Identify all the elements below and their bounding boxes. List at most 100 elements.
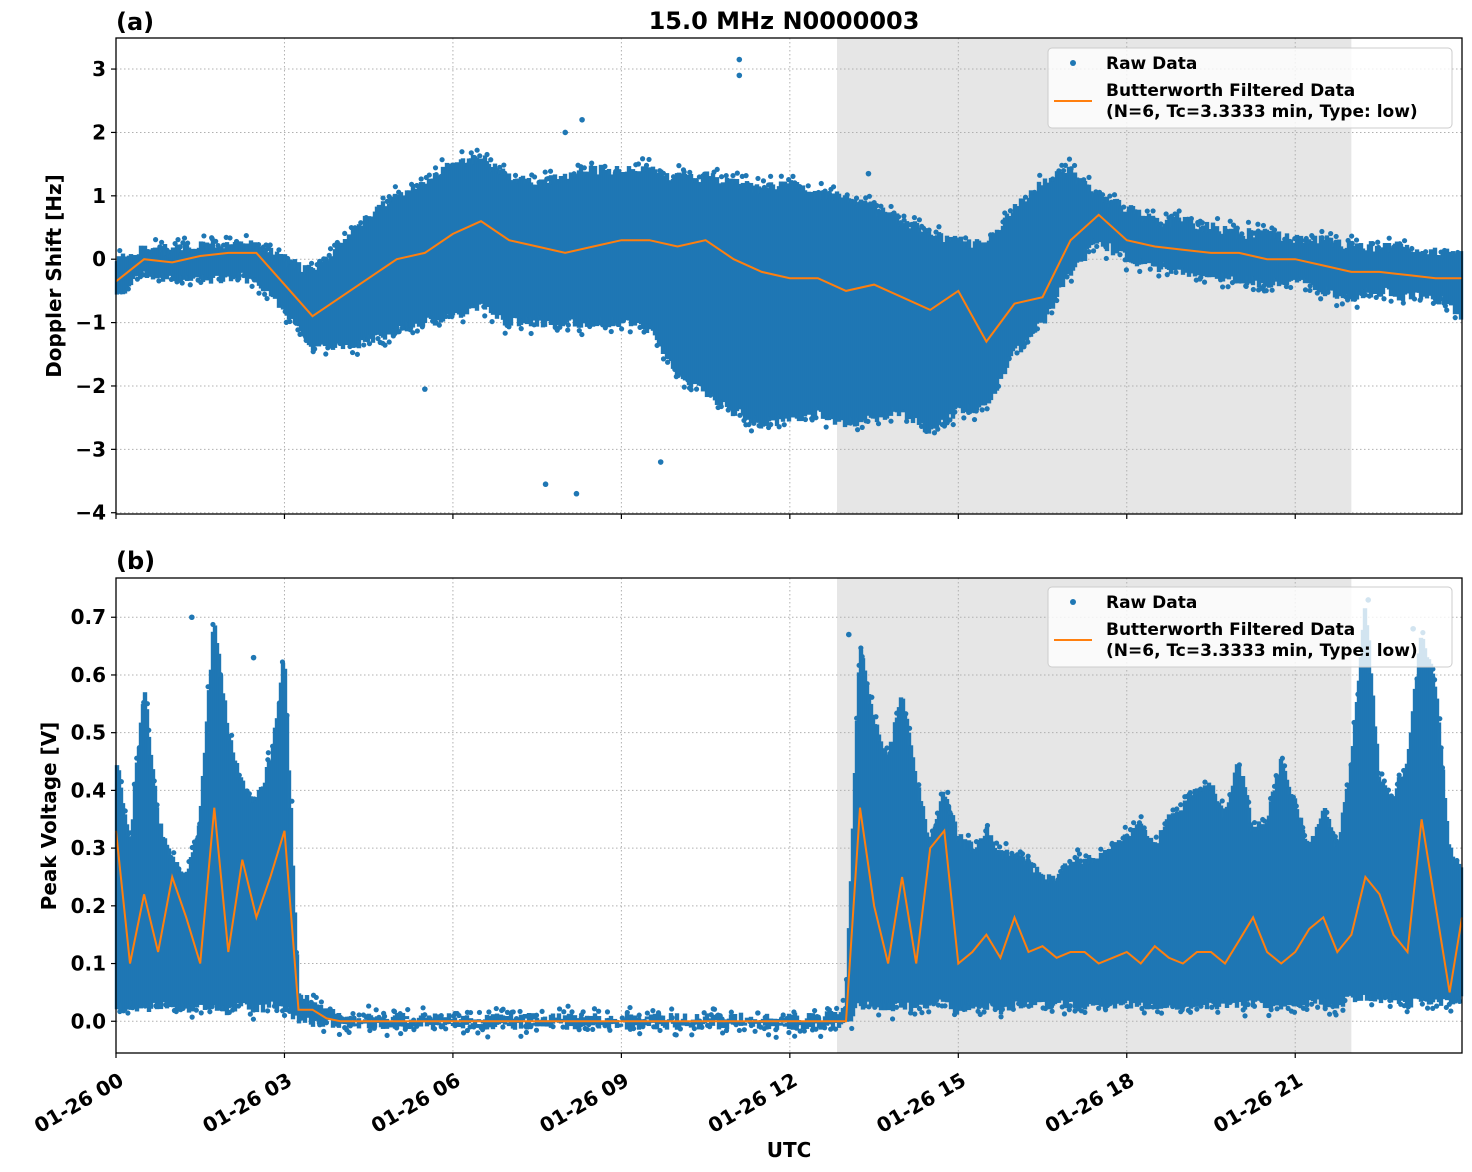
raw-data-point: [977, 1011, 983, 1018]
raw-data-point: [323, 1020, 330, 1026]
raw-data-point: [1401, 238, 1408, 244]
raw-data-band: [472, 1019, 478, 1027]
raw-data-band: [764, 1013, 770, 1022]
panel-label-a: (a): [116, 8, 154, 36]
raw-data-point: [265, 750, 271, 756]
x-tick-label: 01-26 03: [198, 1068, 296, 1138]
raw-data-point: [748, 428, 755, 434]
raw-data-point: [348, 224, 354, 231]
raw-data-point: [1068, 278, 1074, 284]
raw-data-point: [565, 327, 571, 333]
raw-data-point: [1138, 814, 1144, 820]
raw-data-point: [714, 166, 720, 173]
raw-data-point: [285, 255, 291, 262]
raw-data-point: [1260, 222, 1267, 229]
legend-marker-raw-a: [1070, 60, 1076, 66]
raw-data-point: [1144, 208, 1150, 214]
raw-data-point: [571, 171, 577, 177]
y-tick-label: 0.5: [71, 721, 106, 745]
raw-data-point: [1332, 834, 1338, 840]
raw-data-point: [267, 242, 273, 248]
raw-data-point: [696, 174, 702, 180]
y-tick-label: 0.4: [71, 778, 106, 802]
raw-data-point: [809, 417, 815, 423]
raw-data-point: [512, 172, 519, 178]
raw-data-point: [773, 1034, 779, 1040]
raw-data-point: [1076, 851, 1083, 857]
panel-label-b: (b): [116, 547, 155, 575]
raw-data-band: [664, 1020, 670, 1030]
raw-data-point: [926, 1009, 932, 1015]
raw-data-point: [875, 421, 882, 427]
raw-data-point: [971, 416, 978, 423]
raw-data-band: [632, 1015, 638, 1025]
raw-data-point: [354, 351, 360, 357]
raw-data-point: [189, 614, 195, 621]
raw-data-point: [1239, 231, 1245, 237]
raw-data-point: [1430, 666, 1436, 672]
raw-data-point: [1158, 221, 1164, 227]
raw-data-point: [993, 840, 1000, 846]
raw-data-band: [774, 1021, 780, 1030]
raw-data-point: [657, 459, 664, 465]
raw-data-point: [493, 1005, 499, 1012]
raw-data-point: [1444, 307, 1450, 313]
raw-data-point: [998, 1014, 1004, 1020]
raw-data-point: [1362, 292, 1369, 298]
raw-data-point: [485, 1034, 491, 1040]
raw-data-point: [812, 1008, 818, 1014]
raw-data-point: [780, 1012, 786, 1018]
raw-data-point: [1375, 239, 1381, 245]
raw-data-point: [822, 1025, 828, 1031]
raw-data-band: [512, 1021, 518, 1030]
raw-data-point: [1456, 998, 1463, 1004]
raw-data-point: [422, 386, 428, 392]
legend-label-filtered-b: Butterworth Filtered Data: [1106, 620, 1355, 640]
raw-data-point: [531, 174, 538, 180]
raw-data-point: [718, 174, 725, 180]
raw-data-point: [1066, 156, 1073, 162]
raw-data-point: [1156, 273, 1162, 279]
raw-data-point: [584, 1026, 591, 1033]
raw-data-band: [636, 1017, 642, 1030]
y-tick-label: 2: [92, 120, 106, 144]
raw-data-point: [1255, 221, 1261, 227]
raw-data-point: [693, 178, 699, 184]
raw-data-point: [207, 1009, 213, 1015]
raw-data-point: [1215, 1009, 1221, 1015]
y-ticks-b: 0.0 0.1 0.2 0.3 0.4 0.5 0.6 0.7: [71, 605, 116, 1033]
raw-data-point: [456, 1012, 462, 1019]
raw-data-point: [736, 72, 743, 79]
raw-data-point: [847, 420, 854, 426]
axes-frame-b: [115, 577, 1463, 1054]
raw-data-point: [627, 329, 633, 335]
raw-data-point: [366, 341, 373, 347]
legend-b: Raw Data Butterworth Filtered Data (N=6,…: [1047, 586, 1453, 668]
raw-data-point: [422, 1012, 428, 1018]
legend-marker-raw-b: [1070, 599, 1076, 605]
raw-data-point: [1437, 716, 1443, 722]
raw-data-band: [446, 1013, 452, 1024]
raw-data-point: [1164, 272, 1170, 278]
raw-data-band: [652, 1013, 658, 1023]
raw-data-point: [576, 1027, 582, 1033]
raw-data-point: [1375, 244, 1382, 251]
raw-data-band: [568, 1013, 574, 1027]
raw-data-point: [934, 810, 941, 816]
raw-data-point: [1019, 851, 1026, 857]
raw-data-point: [1117, 252, 1123, 258]
raw-data-point: [1064, 274, 1070, 280]
raw-data-point: [1268, 1007, 1274, 1013]
raw-data-point: [356, 1012, 362, 1018]
raw-data-point: [144, 701, 150, 707]
raw-data-point: [381, 1013, 388, 1020]
raw-data-point: [565, 322, 571, 328]
raw-data-point: [402, 1026, 408, 1032]
raw-data-point: [997, 844, 1003, 850]
raw-data-point: [637, 1031, 643, 1037]
raw-data-point: [1194, 1006, 1200, 1012]
raw-data-band: [610, 1020, 616, 1024]
raw-data-point: [151, 778, 157, 784]
raw-data-point: [643, 162, 650, 168]
raw-data-point: [476, 1009, 483, 1016]
